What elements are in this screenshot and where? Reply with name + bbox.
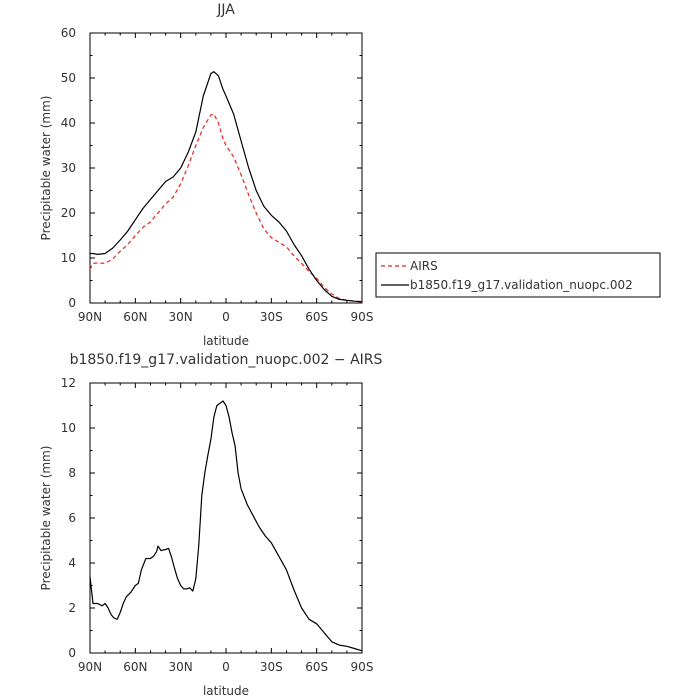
y-tick-label: 2 xyxy=(68,601,76,615)
x-tick-label: 60S xyxy=(305,310,328,324)
x-axis-label: latitude xyxy=(203,334,249,348)
series-group xyxy=(89,71,363,303)
y-tick-label: 4 xyxy=(68,556,76,570)
y-tick-label: 50 xyxy=(61,71,76,85)
series-line xyxy=(90,71,363,303)
y-tick-label: 12 xyxy=(61,376,76,390)
x-tick-label: 0 xyxy=(222,310,230,324)
x-axis-label: latitude xyxy=(203,684,249,698)
x-tick-label: 30N xyxy=(169,310,193,324)
difference-panel: b1850.f19_g17.validation_nuopc.002 − AIR… xyxy=(39,352,383,698)
series-line xyxy=(89,400,363,652)
x-tick-label: 90N xyxy=(78,310,102,324)
y-tick-label: 6 xyxy=(68,511,76,525)
y-tick-label: 40 xyxy=(61,116,76,130)
x-tick-label: 90N xyxy=(78,660,102,674)
plot-frame xyxy=(89,32,363,304)
chart-title: JJA xyxy=(216,2,235,18)
plot-frame xyxy=(89,382,363,654)
series-group xyxy=(89,400,363,652)
x-tick-label: 30S xyxy=(260,310,283,324)
y-tick-label: 20 xyxy=(61,206,76,220)
y-tick-label: 8 xyxy=(68,466,76,480)
axis-ticks: 90N 60N 30N 0 30S 60S 90S 0 2 4 6 8 10 12 xyxy=(61,376,374,674)
x-tick-label: 30S xyxy=(260,660,283,674)
y-tick-label: 0 xyxy=(68,296,76,310)
x-tick-label: 90S xyxy=(351,660,374,674)
chart-title: b1850.f19_g17.validation_nuopc.002 − AIR… xyxy=(70,352,383,368)
y-tick-label: 0 xyxy=(68,646,76,660)
jja-panel: JJA 90N 60N 30N 0 30S 60S 90S 0 10 20 30 40 50 60 lat… xyxy=(39,2,373,348)
series-line xyxy=(89,113,363,303)
axis-ticks: 90N 60N 30N 0 30S 60S 90S 0 10 20 30 40 50 60 xyxy=(61,26,374,324)
legend: AIRS b1850.f19_g17.validation_nuopc.002 xyxy=(375,252,661,298)
y-tick-label: 30 xyxy=(61,161,76,175)
x-tick-label: 60N xyxy=(123,310,147,324)
y-axis-label: Precipitable water (mm) xyxy=(39,446,53,591)
legend-label-airs: AIRS xyxy=(410,259,438,273)
legend-label-model: b1850.f19_g17.validation_nuopc.002 xyxy=(410,278,633,292)
legend-box xyxy=(375,252,661,298)
y-axis-label: Precipitable water (mm) xyxy=(39,96,53,241)
x-tick-label: 60S xyxy=(305,660,328,674)
x-tick-label: 90S xyxy=(351,310,374,324)
y-tick-label: 60 xyxy=(61,26,76,40)
y-tick-label: 10 xyxy=(61,421,76,435)
x-tick-label: 60N xyxy=(123,660,147,674)
y-tick-label: 10 xyxy=(61,251,76,265)
x-tick-label: 0 xyxy=(222,660,230,674)
x-tick-label: 30N xyxy=(169,660,193,674)
